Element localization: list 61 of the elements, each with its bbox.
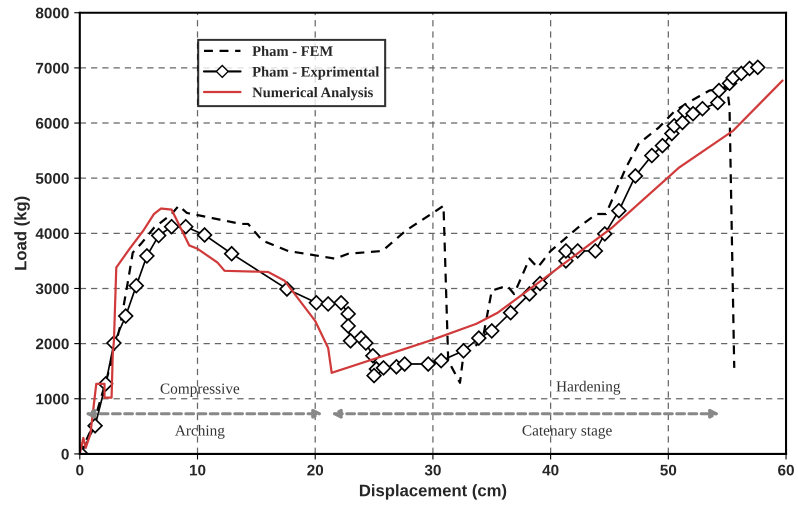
x-tick-label: 0 (76, 464, 84, 476)
annotation: Catenary stage (522, 425, 612, 439)
x-tick-label: 60 (778, 464, 794, 476)
point (558, 243, 574, 259)
y-tick-label: 3000 (36, 283, 69, 294)
point (628, 168, 644, 184)
point (674, 114, 690, 130)
y-tick-label: 6000 (36, 118, 69, 129)
point (366, 368, 382, 384)
point (139, 248, 155, 264)
point (420, 356, 436, 372)
y-tick-label: 5000 (36, 173, 69, 184)
point (694, 100, 710, 116)
point (471, 330, 487, 346)
x-tick-label: 40 (542, 464, 558, 476)
point (644, 148, 660, 164)
point (150, 228, 166, 244)
y-axis-title: Load (kg) (14, 196, 30, 270)
point (396, 356, 412, 372)
point (750, 60, 766, 76)
point (164, 219, 180, 234)
point (710, 94, 726, 110)
point (340, 306, 356, 322)
point (611, 203, 627, 218)
y-tick-label: 8000 (36, 8, 69, 18)
point (178, 219, 194, 234)
point (320, 296, 336, 312)
legend-label: Numerical Analysis (252, 87, 373, 100)
point (342, 333, 358, 349)
legend-label: Pham - FEM (252, 46, 333, 56)
point (456, 343, 472, 358)
y-tick-label: 2000 (36, 338, 69, 350)
y-tick-label: 0 (61, 448, 69, 460)
x-tick-label: 50 (660, 464, 676, 476)
point (224, 246, 240, 262)
x-tick-label: 30 (424, 464, 441, 476)
point (358, 335, 374, 351)
point (685, 106, 701, 122)
x-axis-title: Displacement (cm) (360, 484, 506, 500)
annotation: Hardening (556, 380, 620, 395)
point (711, 82, 727, 98)
y-tick-label: 1000 (36, 394, 69, 404)
point (484, 323, 500, 339)
y-tick-label: 7000 (36, 62, 69, 74)
point (588, 243, 604, 259)
point (654, 138, 670, 154)
point (196, 227, 212, 243)
point (128, 278, 144, 294)
point (308, 295, 324, 311)
x-tick-label: 10 (190, 464, 206, 476)
point (502, 305, 518, 320)
point (340, 318, 356, 334)
legend-label: Pham - Exprimental (252, 66, 380, 80)
annotation: Arching (174, 424, 225, 439)
x-tick-label: 20 (307, 464, 324, 476)
point (433, 352, 449, 368)
point (118, 308, 134, 324)
annotation: Compressive (160, 383, 240, 397)
point (376, 360, 392, 376)
point (333, 295, 349, 311)
y-tick-label: 4000 (36, 228, 69, 240)
